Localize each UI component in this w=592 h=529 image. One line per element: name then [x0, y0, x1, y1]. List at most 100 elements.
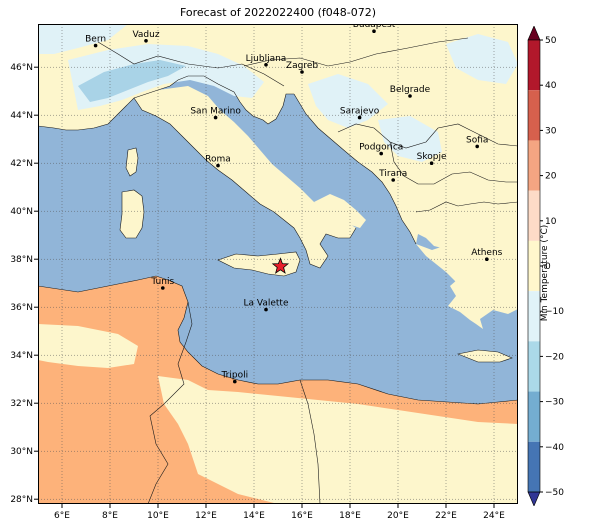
city-label: Skopje — [417, 152, 447, 162]
city-label: Belgrade — [390, 85, 431, 95]
y-tick-label: 28°N — [10, 495, 33, 505]
land-corsica — [126, 148, 138, 176]
star-icon[interactable] — [271, 257, 290, 274]
colorbar-band — [528, 40, 540, 91]
land-italy — [134, 86, 356, 268]
colorbar-tick-label: 20 — [545, 172, 557, 182]
colorbar-title: Min Temperature (°C) — [540, 224, 550, 322]
colorbar-arrow-bottom — [527, 491, 541, 506]
x-tick-label: 10°E — [147, 511, 169, 521]
x-tick-label: 20°E — [387, 511, 409, 521]
colorbar-band — [528, 341, 540, 392]
y-tick-label: 30°N — [10, 447, 33, 457]
x-tick-label: 22°E — [435, 511, 457, 521]
city-dot[interactable] — [429, 161, 434, 165]
colorbar-tick-label: −40 — [545, 443, 564, 453]
city-dot[interactable] — [233, 379, 237, 384]
city-dot[interactable] — [216, 163, 220, 168]
x-tick-label: 18°E — [339, 511, 361, 521]
cool-region-dinaric — [378, 116, 442, 162]
cool-region-northwest — [38, 24, 128, 54]
city-dot[interactable] — [300, 70, 304, 74]
city-dot[interactable] — [379, 151, 384, 156]
y-tick-label: 36°N — [10, 303, 33, 313]
x-tick-label: 14°E — [243, 511, 265, 521]
city-dot[interactable] — [485, 257, 489, 261]
x-tick-label: 6°E — [54, 511, 70, 521]
colorbar-band — [528, 90, 540, 141]
x-tick-label: 12°E — [195, 511, 217, 521]
land-greece — [416, 206, 518, 304]
x-tick-label: 8°E — [102, 511, 118, 521]
city-dot[interactable] — [144, 39, 148, 43]
city-dot[interactable] — [372, 29, 376, 33]
colorbar-arrow-top — [527, 26, 541, 41]
city-dot[interactable] — [475, 144, 480, 149]
colorbar: 50 40 30 20 10 0 −10 −20 −30 −40 −50 — [527, 26, 564, 506]
city-label: Ljubljana — [246, 54, 287, 64]
colorbar-tick-label: −10 — [545, 307, 564, 317]
longitude-axis: 6°E 8°E 10°E 12°E 14°E 16°E 18°E 20°E 22°E 24°E — [54, 504, 505, 521]
mild-region-africa — [38, 324, 138, 368]
city-dot[interactable] — [357, 115, 362, 120]
y-tick-label: 34°N — [10, 351, 33, 361]
y-tick-label: 42°N — [10, 159, 33, 169]
map-panel[interactable]: Bern Vaduz Budapest Ljubljana Zagreb Belgrade… — [38, 24, 518, 504]
x-tick-label: 16°E — [291, 511, 313, 521]
land-sardinia — [120, 190, 144, 238]
cold-region-alps — [78, 60, 186, 102]
city-dot[interactable] — [93, 43, 98, 48]
colorbar-bands — [527, 26, 541, 506]
city-label: Bern — [85, 35, 106, 45]
mild-region-libya — [158, 376, 518, 504]
city-dot[interactable] — [264, 307, 268, 312]
colorbar-band — [528, 291, 540, 342]
colorbar-tick-label: 0 — [545, 262, 551, 272]
city-label: Roma — [205, 155, 231, 165]
colorbar-tick-label: −50 — [545, 488, 564, 498]
cool-region-balkans — [308, 74, 388, 128]
colorbar-tick-label: 30 — [545, 126, 557, 136]
colorbar-band — [528, 391, 540, 442]
city-label: San Marino — [190, 107, 241, 117]
colorbar-tick-label: 50 — [545, 36, 557, 46]
y-tick-label: 44°N — [10, 111, 33, 121]
city-label: Budapest — [353, 24, 396, 30]
latitude-axis: 28°N 30°N 32°N 34°N 36°N 38°N 40°N 42°N 44°N 46°N — [10, 63, 38, 505]
colorbar-band — [528, 140, 540, 191]
city-label: Sofia — [466, 135, 488, 145]
cool-region-east — [446, 34, 518, 84]
city-dot[interactable] — [264, 63, 268, 67]
colorbar-tick-label: 40 — [545, 81, 557, 91]
land-crete — [458, 350, 512, 362]
city-label: Athens — [471, 248, 502, 258]
y-tick-label: 38°N — [10, 255, 33, 265]
y-tick-label: 32°N — [10, 399, 33, 409]
map-border — [38, 24, 518, 504]
chart-title: Forecast of 2022022400 (f048-072) — [179, 6, 377, 19]
city-label: La Valette — [244, 299, 289, 309]
city-label: Tirana — [378, 169, 407, 179]
city-dot[interactable] — [213, 115, 218, 120]
city-dot[interactable] — [391, 178, 396, 182]
colorbar-ticks: 50 40 30 20 10 0 −10 −20 −30 −40 −50 — [540, 36, 564, 498]
city-dot[interactable] — [408, 94, 412, 98]
city-label: Vaduz — [132, 30, 159, 40]
colorbar-tick-label: −20 — [545, 352, 564, 362]
x-tick-label: 24°E — [483, 511, 505, 521]
colorbar-tick-label: −30 — [545, 398, 564, 408]
city-label: Tripoli — [220, 371, 248, 381]
y-tick-label: 46°N — [10, 63, 33, 73]
colorbar-band — [528, 190, 540, 241]
colorbar-tick-label: 10 — [545, 217, 557, 227]
city-label: Sarajevo — [340, 107, 380, 117]
city-label: Tunis — [150, 277, 174, 287]
y-tick-label: 40°N — [10, 207, 33, 217]
city-label: Zagreb — [286, 61, 318, 71]
colorbar-band — [528, 240, 540, 292]
land-apulia — [314, 194, 366, 228]
colorbar-band — [528, 441, 540, 492]
city-dot[interactable] — [161, 286, 165, 290]
